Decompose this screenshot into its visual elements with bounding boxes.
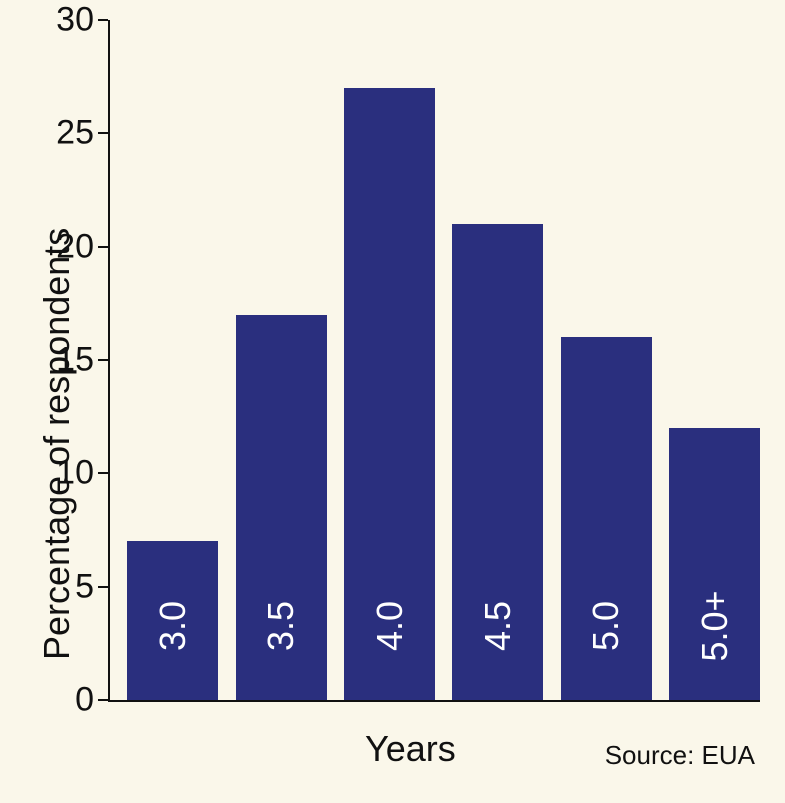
bar-category-label: 4.0 [370, 546, 410, 706]
y-tick [98, 359, 108, 361]
y-tick [98, 246, 108, 248]
source-label: Source: EUA [605, 740, 755, 771]
bar-category-label: 5.0+ [695, 546, 735, 706]
bar-category-label: 4.5 [478, 546, 518, 706]
y-tick-label: 25 [56, 114, 94, 153]
y-tick-label: 10 [56, 454, 94, 493]
y-tick-label: 5 [75, 567, 94, 606]
y-tick-label: 0 [75, 681, 94, 720]
y-tick [98, 132, 108, 134]
bar-category-label: 3.5 [261, 546, 301, 706]
y-axis-label: Percentage of respondents [36, 228, 78, 660]
y-tick-label: 15 [56, 341, 94, 380]
y-tick [98, 472, 108, 474]
bar-category-label: 3.0 [153, 546, 193, 706]
x-axis-line [108, 700, 760, 702]
y-tick-label: 30 [56, 1, 94, 40]
x-axis-label: Years [365, 728, 456, 770]
bar-category-label: 5.0 [586, 546, 626, 706]
y-tick [98, 19, 108, 21]
y-tick [98, 699, 108, 701]
y-axis-line [108, 20, 110, 700]
bar-chart: Percentage of respondents Years Source: … [0, 0, 785, 803]
y-tick-label: 20 [56, 227, 94, 266]
y-tick [98, 586, 108, 588]
